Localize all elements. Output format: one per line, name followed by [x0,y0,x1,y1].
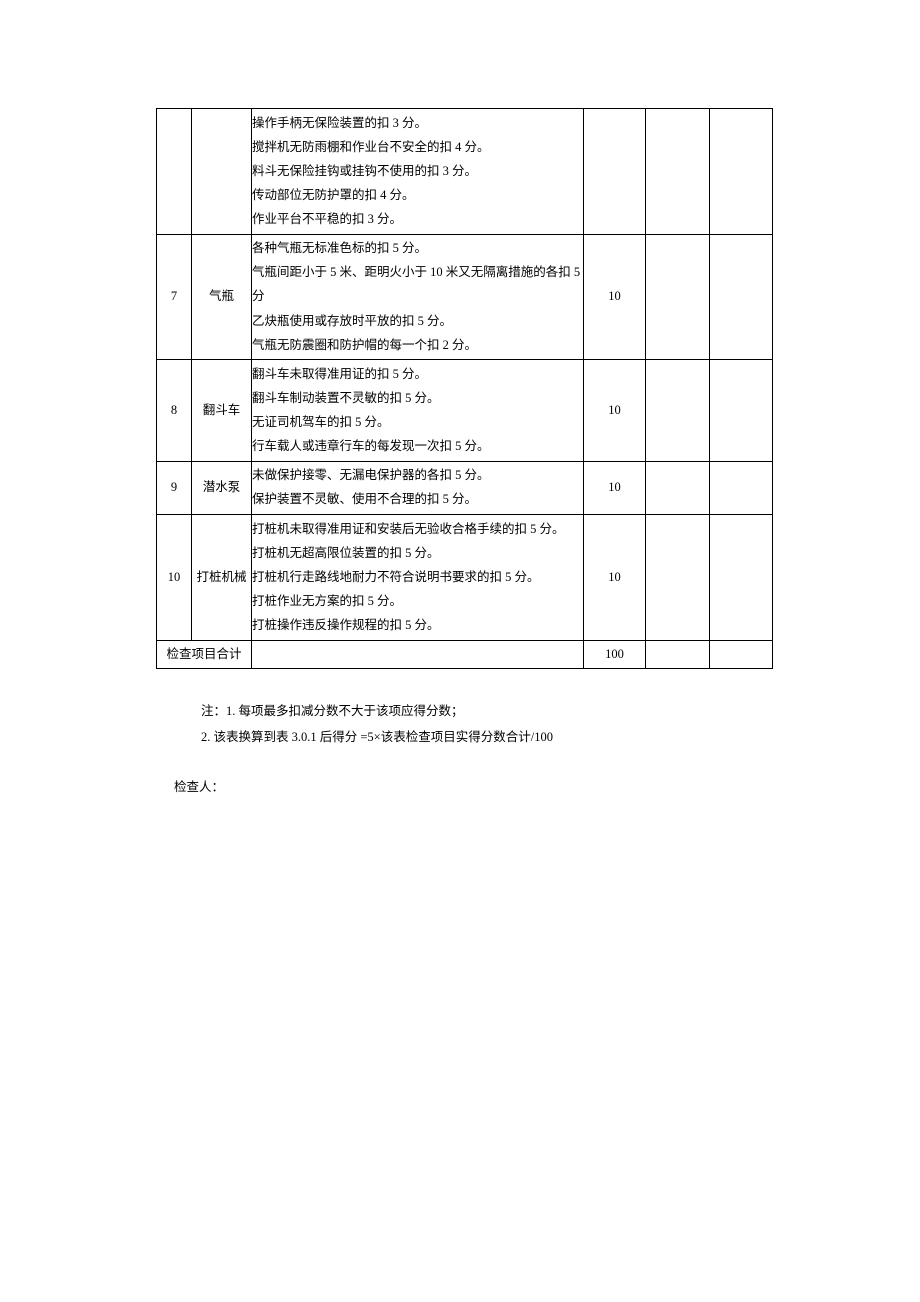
row-score: 10 [584,461,646,514]
blank-cell [710,461,773,514]
table-row: 10打桩机械打桩机未取得准用证和安装后无验收合格手续的扣 5 分。打桩机无超高限… [157,515,773,641]
row-description: 打桩机未取得准用证和安装后无验收合格手续的扣 5 分。打桩机无超高限位装置的扣 … [252,515,584,641]
description-line: 料斗无保险挂钩或挂钩不使用的扣 3 分。 [252,159,583,183]
row-description: 操作手柄无保险装置的扣 3 分。搅拌机无防雨棚和作业台不安全的扣 4 分。料斗无… [252,109,584,235]
total-score: 100 [584,640,646,668]
blank-cell [710,515,773,641]
blank-cell [710,109,773,235]
row-number [157,109,192,235]
description-line: 操作手柄无保险装置的扣 3 分。 [252,111,583,135]
note-line-2: 2. 该表换算到表 3.0.1 后得分 =5×该表检查项目实得分数合计/100 [201,725,773,750]
description-line: 乙炔瓶使用或存放时平放的扣 5 分。 [252,309,583,333]
description-line: 打桩机未取得准用证和安装后无验收合格手续的扣 5 分。 [252,517,583,541]
description-line: 搅拌机无防雨棚和作业台不安全的扣 4 分。 [252,135,583,159]
description-line: 翻斗车制动装置不灵敏的扣 5 分。 [252,386,583,410]
row-score: 10 [584,515,646,641]
total-row: 检查项目合计 100 [157,640,773,668]
description-line: 打桩机无超高限位装置的扣 5 分。 [252,541,583,565]
table-row: 操作手柄无保险装置的扣 3 分。搅拌机无防雨棚和作业台不安全的扣 4 分。料斗无… [157,109,773,235]
description-line: 未做保护接零、无漏电保护器的各扣 5 分。 [252,464,583,488]
row-description: 翻斗车未取得准用证的扣 5 分。翻斗车制动装置不灵敏的扣 5 分。无证司机驾车的… [252,360,584,462]
blank-cell [710,640,773,668]
row-name: 翻斗车 [192,360,252,462]
description-line: 打桩机行走路线地耐力不符合说明书要求的扣 5 分。 [252,565,583,589]
table-row: 7气瓶各种气瓶无标准色标的扣 5 分。气瓶间距小于 5 米、距明火小于 10 米… [157,234,773,360]
table-row: 8翻斗车翻斗车未取得准用证的扣 5 分。翻斗车制动装置不灵敏的扣 5 分。无证司… [157,360,773,462]
description-line: 保护装置不灵敏、使用不合理的扣 5 分。 [252,488,583,512]
row-number: 9 [157,461,192,514]
row-score [584,109,646,235]
table-row: 9潜水泵未做保护接零、无漏电保护器的各扣 5 分。保护装置不灵敏、使用不合理的扣… [157,461,773,514]
blank-cell [646,461,710,514]
blank-cell [646,515,710,641]
notes-section: 注：1. 每项最多扣减分数不大于该项应得分数； 2. 该表换算到表 3.0.1 … [156,699,773,750]
row-description: 各种气瓶无标准色标的扣 5 分。气瓶间距小于 5 米、距明火小于 10 米又无隔… [252,234,584,360]
row-number: 10 [157,515,192,641]
row-name: 气瓶 [192,234,252,360]
total-description [252,640,584,668]
blank-cell [710,360,773,462]
row-score: 10 [584,234,646,360]
description-line: 翻斗车未取得准用证的扣 5 分。 [252,362,583,386]
description-line: 行车载人或违章行车的每发现一次扣 5 分。 [252,435,583,459]
blank-cell [646,109,710,235]
blank-cell [710,234,773,360]
row-description: 未做保护接零、无漏电保护器的各扣 5 分。保护装置不灵敏、使用不合理的扣 5 分… [252,461,584,514]
total-label: 检查项目合计 [157,640,252,668]
description-line: 无证司机驾车的扣 5 分。 [252,411,583,435]
description-line: 气瓶无防震圈和防护帽的每一个扣 2 分。 [252,333,583,357]
blank-cell [646,234,710,360]
row-name: 打桩机械 [192,515,252,641]
row-number: 7 [157,234,192,360]
description-line: 打桩操作违反操作规程的扣 5 分。 [252,614,583,638]
inspector-label: 检查人： [156,776,773,795]
description-line: 分 [252,285,583,309]
row-number: 8 [157,360,192,462]
description-line: 气瓶间距小于 5 米、距明火小于 10 米又无隔离措施的各扣 5 [252,261,583,285]
row-name: 潜水泵 [192,461,252,514]
inspection-table: 操作手柄无保险装置的扣 3 分。搅拌机无防雨棚和作业台不安全的扣 4 分。料斗无… [156,108,773,669]
row-name [192,109,252,235]
description-line: 各种气瓶无标准色标的扣 5 分。 [252,237,583,261]
note-line-1: 注：1. 每项最多扣减分数不大于该项应得分数； [201,699,773,724]
description-line: 打桩作业无方案的扣 5 分。 [252,589,583,613]
row-score: 10 [584,360,646,462]
description-line: 传动部位无防护罩的扣 4 分。 [252,183,583,207]
blank-cell [646,640,710,668]
description-line: 作业平台不平稳的扣 3 分。 [252,208,583,232]
blank-cell [646,360,710,462]
